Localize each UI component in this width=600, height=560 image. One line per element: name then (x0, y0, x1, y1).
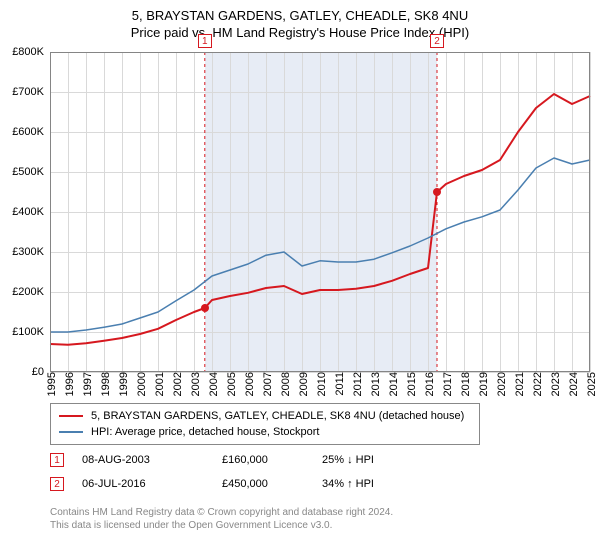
transaction-marker: 2 (430, 34, 444, 48)
series-line-hpi (50, 158, 590, 332)
transaction-row-marker: 2 (50, 477, 64, 491)
x-axis-label: 1999 (118, 372, 130, 396)
x-axis-label: 2009 (298, 372, 310, 396)
footer-line-2: This data is licensed under the Open Gov… (50, 519, 393, 532)
series-line-property (50, 94, 590, 345)
x-axis-label: 2011 (334, 372, 346, 396)
y-axis-label: £500K (12, 166, 44, 178)
x-axis-label: 2022 (532, 372, 544, 396)
x-axis-label: 2017 (442, 372, 454, 396)
transaction-date: 06-JUL-2016 (82, 478, 222, 490)
x-axis-label: 2000 (136, 372, 148, 396)
transaction-marker: 1 (198, 34, 212, 48)
chart-plot-area: £0£100K£200K£300K£400K£500K£600K£700K£80… (50, 52, 590, 372)
y-axis-label: £800K (12, 46, 44, 58)
x-axis-label: 2003 (190, 372, 202, 396)
y-axis-label: £400K (12, 206, 44, 218)
x-axis-label: 1996 (64, 372, 76, 396)
legend: 5, BRAYSTAN GARDENS, GATLEY, CHEADLE, SK… (50, 403, 480, 445)
transaction-point (201, 304, 209, 312)
y-axis-label: £0 (32, 366, 44, 378)
x-axis-label: 2025 (586, 372, 598, 396)
legend-swatch (59, 431, 83, 433)
x-axis-label: 2020 (496, 372, 508, 396)
y-axis-label: £100K (12, 326, 44, 338)
x-axis-label: 2014 (388, 372, 400, 396)
footer-line-1: Contains HM Land Registry data © Crown c… (50, 506, 393, 519)
legend-row: HPI: Average price, detached house, Stoc… (59, 424, 471, 440)
x-axis-label: 2006 (244, 372, 256, 396)
x-axis-label: 1997 (82, 372, 94, 396)
x-axis-label: 2019 (478, 372, 490, 396)
y-axis-label: £200K (12, 286, 44, 298)
legend-label: 5, BRAYSTAN GARDENS, GATLEY, CHEADLE, SK… (91, 410, 464, 422)
x-axis-label: 2004 (208, 372, 220, 396)
transaction-price: £160,000 (222, 454, 322, 466)
transactions-table: 1 08-AUG-2003£160,00025% ↓ HPI 2 06-JUL-201… (50, 448, 550, 496)
x-axis-label: 2008 (280, 372, 292, 396)
x-axis-label: 2018 (460, 372, 472, 396)
y-axis-label: £600K (12, 126, 44, 138)
legend-label: HPI: Average price, detached house, Stoc… (91, 426, 320, 438)
x-axis-label: 2002 (172, 372, 184, 396)
footer-attribution: Contains HM Land Registry data © Crown c… (50, 506, 393, 532)
legend-row: 5, BRAYSTAN GARDENS, GATLEY, CHEADLE, SK… (59, 408, 471, 424)
x-axis-label: 2015 (406, 372, 418, 396)
transaction-delta: 34% ↑ HPI (322, 478, 422, 490)
x-axis-label: 2023 (550, 372, 562, 396)
x-axis-label: 2021 (514, 372, 526, 396)
x-axis-label: 2005 (226, 372, 238, 396)
y-axis-label: £300K (12, 246, 44, 258)
chart-container: 5, BRAYSTAN GARDENS, GATLEY, CHEADLE, SK… (0, 0, 600, 560)
transaction-row: 2 06-JUL-2016£450,00034% ↑ HPI (50, 472, 550, 496)
x-axis-label: 2001 (154, 372, 166, 396)
x-axis-label: 2013 (370, 372, 382, 396)
x-axis-label: 1995 (46, 372, 58, 396)
transaction-delta: 25% ↓ HPI (322, 454, 422, 466)
y-axis-label: £700K (12, 86, 44, 98)
legend-swatch (59, 415, 83, 417)
chart-title-address: 5, BRAYSTAN GARDENS, GATLEY, CHEADLE, SK… (0, 0, 600, 23)
x-axis-label: 2012 (352, 372, 364, 396)
chart-title-subtitle: Price paid vs. HM Land Registry's House … (0, 23, 600, 44)
transaction-date: 08-AUG-2003 (82, 454, 222, 466)
gridline-vertical (590, 52, 591, 372)
x-axis-label: 1998 (100, 372, 112, 396)
x-axis-label: 2024 (568, 372, 580, 396)
x-axis-label: 2016 (424, 372, 436, 396)
chart-lines-svg (50, 52, 590, 372)
x-axis-label: 2010 (316, 372, 328, 396)
transaction-row: 1 08-AUG-2003£160,00025% ↓ HPI (50, 448, 550, 472)
x-axis-label: 2007 (262, 372, 274, 396)
transaction-row-marker: 1 (50, 453, 64, 467)
transaction-point (433, 188, 441, 196)
transaction-price: £450,000 (222, 478, 322, 490)
